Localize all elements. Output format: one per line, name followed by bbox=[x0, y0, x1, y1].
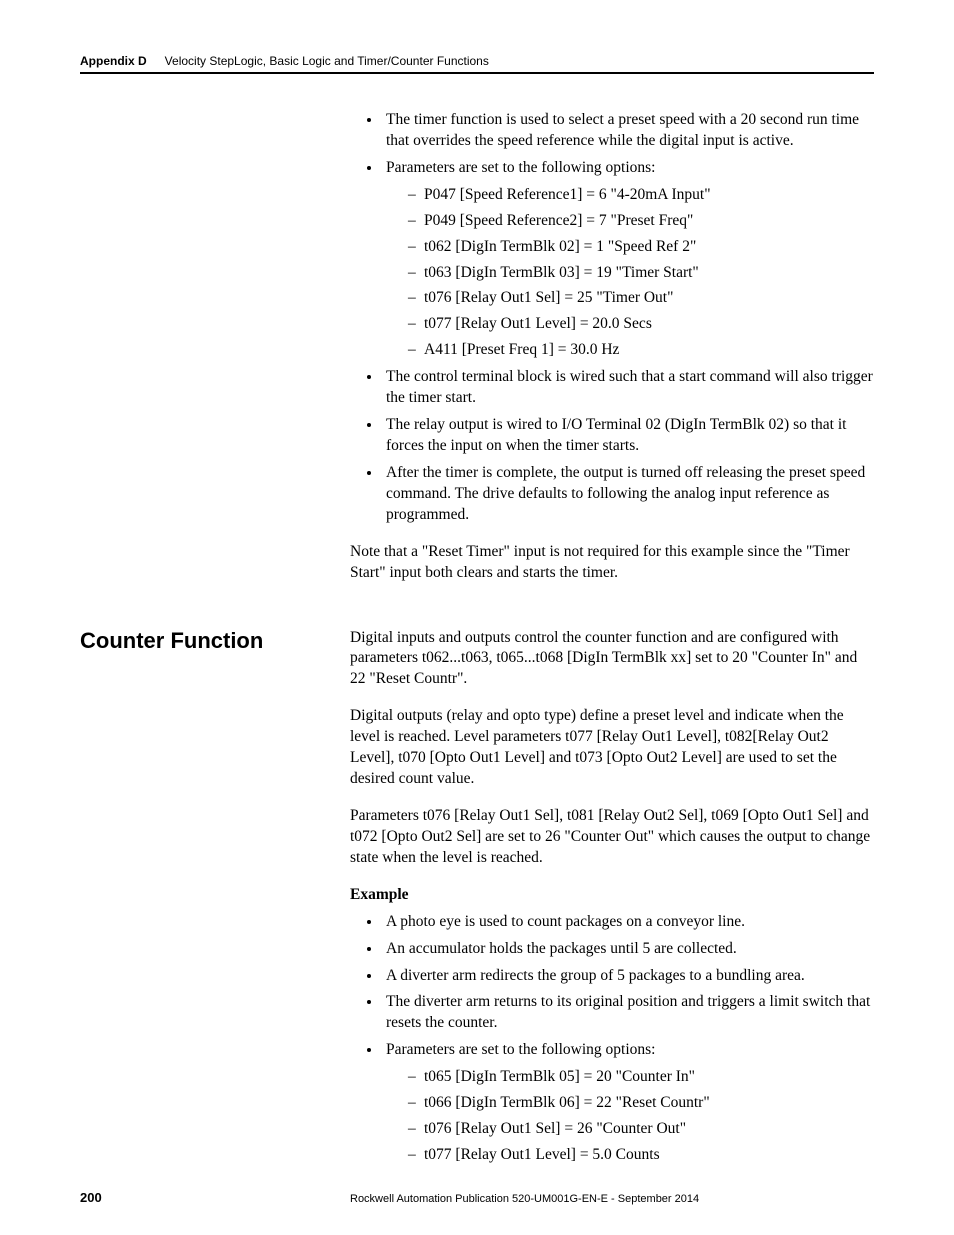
list-item: The control terminal block is wired such… bbox=[382, 367, 874, 409]
param-item: t065 [DigIn TermBlk 05] = 20 "Counter In… bbox=[408, 1067, 874, 1088]
param-item: t077 [Relay Out1 Level] = 20.0 Secs bbox=[408, 314, 874, 335]
param-item: t066 [DigIn TermBlk 06] = 22 "Reset Coun… bbox=[408, 1093, 874, 1114]
timer-bullet-list: The timer function is used to select a p… bbox=[382, 110, 874, 526]
appendix-label: Appendix D bbox=[80, 54, 147, 68]
param-item: P049 [Speed Reference2] = 7 "Preset Freq… bbox=[408, 211, 874, 232]
timer-param-sublist: P047 [Speed Reference1] = 6 "4-20mA Inpu… bbox=[408, 185, 874, 361]
param-item: A411 [Preset Freq 1] = 30.0 Hz bbox=[408, 340, 874, 361]
list-item: A photo eye is used to count packages on… bbox=[382, 912, 874, 933]
counter-para-3: Parameters t076 [Relay Out1 Sel], t081 [… bbox=[350, 806, 874, 869]
page: Appendix D Velocity StepLogic, Basic Log… bbox=[0, 0, 954, 1235]
list-item: An accumulator holds the packages until … bbox=[382, 939, 874, 960]
timer-note-para: Note that a "Reset Timer" input is not r… bbox=[350, 542, 874, 584]
list-item: The timer function is used to select a p… bbox=[382, 110, 874, 152]
counter-param-sublist: t065 [DigIn TermBlk 05] = 20 "Counter In… bbox=[408, 1067, 874, 1166]
list-item: The relay output is wired to I/O Termina… bbox=[382, 415, 874, 457]
list-item: After the timer is complete, the output … bbox=[382, 463, 874, 526]
counter-example-list: A photo eye is used to count packages on… bbox=[382, 912, 874, 1166]
param-item: t077 [Relay Out1 Level] = 5.0 Counts bbox=[408, 1145, 874, 1166]
list-item: The diverter arm returns to its original… bbox=[382, 992, 874, 1034]
chapter-title: Velocity StepLogic, Basic Logic and Time… bbox=[165, 54, 489, 68]
counter-heading: Counter Function bbox=[80, 628, 350, 654]
page-number: 200 bbox=[80, 1190, 350, 1205]
page-header: Appendix D Velocity StepLogic, Basic Log… bbox=[80, 54, 874, 74]
example-label: Example bbox=[350, 885, 874, 906]
counter-para-1: Digital inputs and outputs control the c… bbox=[350, 628, 874, 691]
list-item-text: Parameters are set to the following opti… bbox=[386, 1041, 655, 1058]
publication-id: Rockwell Automation Publication 520-UM00… bbox=[350, 1193, 874, 1205]
list-item: A diverter arm redirects the group of 5 … bbox=[382, 966, 874, 987]
page-footer: 200 Rockwell Automation Publication 520-… bbox=[80, 1190, 874, 1205]
counter-block: Counter Function Digital inputs and outp… bbox=[80, 628, 874, 1172]
param-item: t062 [DigIn TermBlk 02] = 1 "Speed Ref 2… bbox=[408, 237, 874, 258]
timer-left-col bbox=[80, 110, 350, 584]
param-item: t076 [Relay Out1 Sel] = 26 "Counter Out" bbox=[408, 1119, 874, 1140]
param-item: t076 [Relay Out1 Sel] = 25 "Timer Out" bbox=[408, 288, 874, 309]
timer-block: The timer function is used to select a p… bbox=[80, 110, 874, 584]
param-item: P047 [Speed Reference1] = 6 "4-20mA Inpu… bbox=[408, 185, 874, 206]
counter-right-col: Digital inputs and outputs control the c… bbox=[350, 628, 874, 1172]
timer-right-col: The timer function is used to select a p… bbox=[350, 110, 874, 584]
list-item: Parameters are set to the following opti… bbox=[382, 1040, 874, 1166]
counter-para-2: Digital outputs (relay and opto type) de… bbox=[350, 706, 874, 790]
counter-left-col: Counter Function bbox=[80, 628, 350, 1172]
list-item-text: Parameters are set to the following opti… bbox=[386, 159, 655, 176]
list-item: Parameters are set to the following opti… bbox=[382, 158, 874, 361]
content-area: The timer function is used to select a p… bbox=[80, 110, 874, 1172]
param-item: t063 [DigIn TermBlk 03] = 19 "Timer Star… bbox=[408, 263, 874, 284]
